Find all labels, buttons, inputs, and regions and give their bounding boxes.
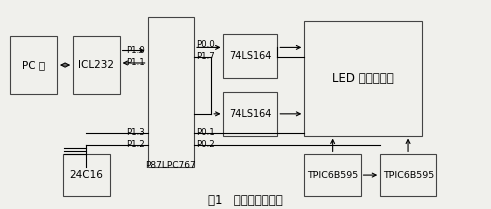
Text: P0.1: P0.1 — [196, 128, 215, 137]
Text: P87LPC767: P87LPC767 — [145, 161, 196, 170]
Text: ICL232: ICL232 — [79, 60, 114, 70]
Text: P1.3: P1.3 — [126, 128, 145, 137]
Bar — [73, 36, 120, 94]
Bar — [63, 154, 110, 196]
Bar — [223, 92, 277, 136]
Bar — [148, 17, 194, 167]
Text: TPIC6B595: TPIC6B595 — [307, 171, 358, 180]
Bar — [10, 36, 57, 94]
Text: 24C16: 24C16 — [70, 170, 104, 180]
Text: PC 机: PC 机 — [22, 60, 45, 70]
Bar — [304, 154, 360, 196]
Text: P0.0: P0.0 — [196, 40, 215, 49]
Text: P1.2: P1.2 — [126, 140, 145, 149]
Bar — [304, 22, 422, 136]
Text: P0.2: P0.2 — [196, 140, 215, 149]
Bar — [380, 154, 436, 196]
Text: P1.7: P1.7 — [196, 52, 215, 61]
Text: P1.0: P1.0 — [126, 46, 145, 55]
Bar — [223, 34, 277, 78]
Text: TPIC6B595: TPIC6B595 — [382, 171, 434, 180]
Text: 74LS164: 74LS164 — [229, 109, 272, 119]
Text: P1.1: P1.1 — [126, 59, 145, 68]
Text: 74LS164: 74LS164 — [229, 51, 272, 61]
Text: LED 汉字显示屏: LED 汉字显示屏 — [332, 72, 394, 85]
Text: 图1   系统总体结构图: 图1 系统总体结构图 — [208, 194, 283, 207]
